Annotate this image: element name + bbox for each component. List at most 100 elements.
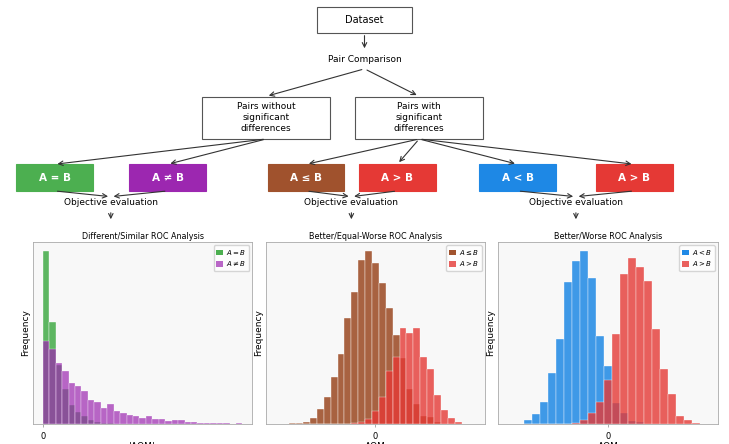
Bar xyxy=(372,263,379,424)
X-axis label: ΔQM: ΔQM xyxy=(365,442,386,444)
Bar xyxy=(556,338,564,424)
Bar xyxy=(604,380,612,424)
Bar xyxy=(612,403,620,424)
Bar xyxy=(204,423,210,424)
Bar xyxy=(628,421,636,424)
Bar xyxy=(191,422,198,424)
Bar xyxy=(101,408,107,424)
Bar xyxy=(94,402,101,424)
Bar xyxy=(365,419,372,424)
Bar xyxy=(310,418,317,424)
Bar xyxy=(351,292,358,424)
Bar xyxy=(413,328,420,424)
Bar xyxy=(198,423,204,424)
Bar xyxy=(101,423,107,424)
Bar xyxy=(289,423,296,424)
Bar xyxy=(344,318,351,424)
Bar xyxy=(359,164,435,191)
Bar xyxy=(358,260,365,424)
Bar xyxy=(120,412,127,424)
Bar xyxy=(69,405,75,424)
Bar xyxy=(324,397,331,424)
Bar xyxy=(217,423,223,424)
Bar xyxy=(303,422,310,424)
Y-axis label: Frequency: Frequency xyxy=(254,309,263,357)
Bar xyxy=(548,373,556,424)
Bar xyxy=(434,422,441,424)
Title: Different/Similar ROC Analysis: Different/Similar ROC Analysis xyxy=(82,232,203,241)
Bar xyxy=(434,395,441,424)
Bar xyxy=(692,423,700,424)
X-axis label: |ΔQM|: |ΔQM| xyxy=(129,442,156,444)
Bar xyxy=(596,402,604,424)
Bar xyxy=(684,420,692,424)
Bar xyxy=(355,97,483,139)
Text: Pair Comparison: Pair Comparison xyxy=(327,55,402,63)
Text: A > B: A > B xyxy=(381,173,413,182)
Bar xyxy=(114,411,120,424)
Bar xyxy=(564,282,572,424)
Bar xyxy=(50,322,55,424)
Bar xyxy=(480,164,555,191)
Bar xyxy=(130,164,206,191)
Text: Objective evaluation: Objective evaluation xyxy=(64,198,157,206)
Bar xyxy=(540,402,548,424)
Bar xyxy=(331,377,338,424)
Bar xyxy=(268,164,344,191)
Text: Objective evaluation: Objective evaluation xyxy=(305,198,398,206)
Bar xyxy=(441,410,448,424)
Bar xyxy=(612,334,620,424)
Bar xyxy=(572,423,580,424)
Bar xyxy=(43,341,50,424)
Bar xyxy=(620,274,628,424)
Bar xyxy=(455,422,461,424)
Bar xyxy=(127,415,133,424)
Bar xyxy=(628,258,636,424)
Bar xyxy=(660,369,668,424)
Bar xyxy=(393,357,399,424)
Bar xyxy=(379,397,386,424)
Bar xyxy=(596,164,672,191)
Bar xyxy=(636,422,644,424)
Bar xyxy=(62,371,69,424)
Text: Objective evaluation: Objective evaluation xyxy=(529,198,623,206)
Bar xyxy=(62,388,69,424)
Text: Dataset: Dataset xyxy=(346,15,383,25)
Bar xyxy=(524,420,532,424)
Bar xyxy=(427,369,434,424)
Legend: $A < B$, $A > B$: $A < B$, $A > B$ xyxy=(679,246,714,271)
Bar xyxy=(50,349,55,424)
Title: Better/Worse ROC Analysis: Better/Worse ROC Analysis xyxy=(554,232,663,241)
Bar xyxy=(588,413,596,424)
Bar xyxy=(580,420,588,424)
Bar xyxy=(620,412,628,424)
Bar xyxy=(668,394,676,424)
Bar xyxy=(588,278,596,424)
Text: A ≠ B: A ≠ B xyxy=(152,173,184,182)
Bar xyxy=(107,423,114,424)
Bar xyxy=(407,333,413,424)
Bar xyxy=(82,416,88,424)
Bar xyxy=(184,422,191,424)
Bar xyxy=(532,414,540,424)
Bar xyxy=(296,423,303,424)
Text: A ≤ B: A ≤ B xyxy=(290,173,322,182)
Bar xyxy=(165,420,171,424)
Bar xyxy=(43,251,50,424)
Y-axis label: Frequency: Frequency xyxy=(21,309,30,357)
Bar xyxy=(152,419,159,424)
Bar xyxy=(596,336,604,424)
Bar xyxy=(399,358,407,424)
Bar xyxy=(75,386,82,424)
Bar xyxy=(379,283,386,424)
Bar xyxy=(178,420,184,424)
Bar xyxy=(636,267,644,424)
Legend: $A \leq B$, $A > B$: $A \leq B$, $A > B$ xyxy=(446,246,482,271)
Title: Better/Equal-Worse ROC Analysis: Better/Equal-Worse ROC Analysis xyxy=(309,232,442,241)
Text: Pairs without
significant
differences: Pairs without significant differences xyxy=(237,102,295,133)
Bar xyxy=(427,417,434,424)
Bar xyxy=(644,281,652,424)
Bar xyxy=(580,251,588,424)
Bar xyxy=(338,354,344,424)
Bar xyxy=(69,383,75,424)
